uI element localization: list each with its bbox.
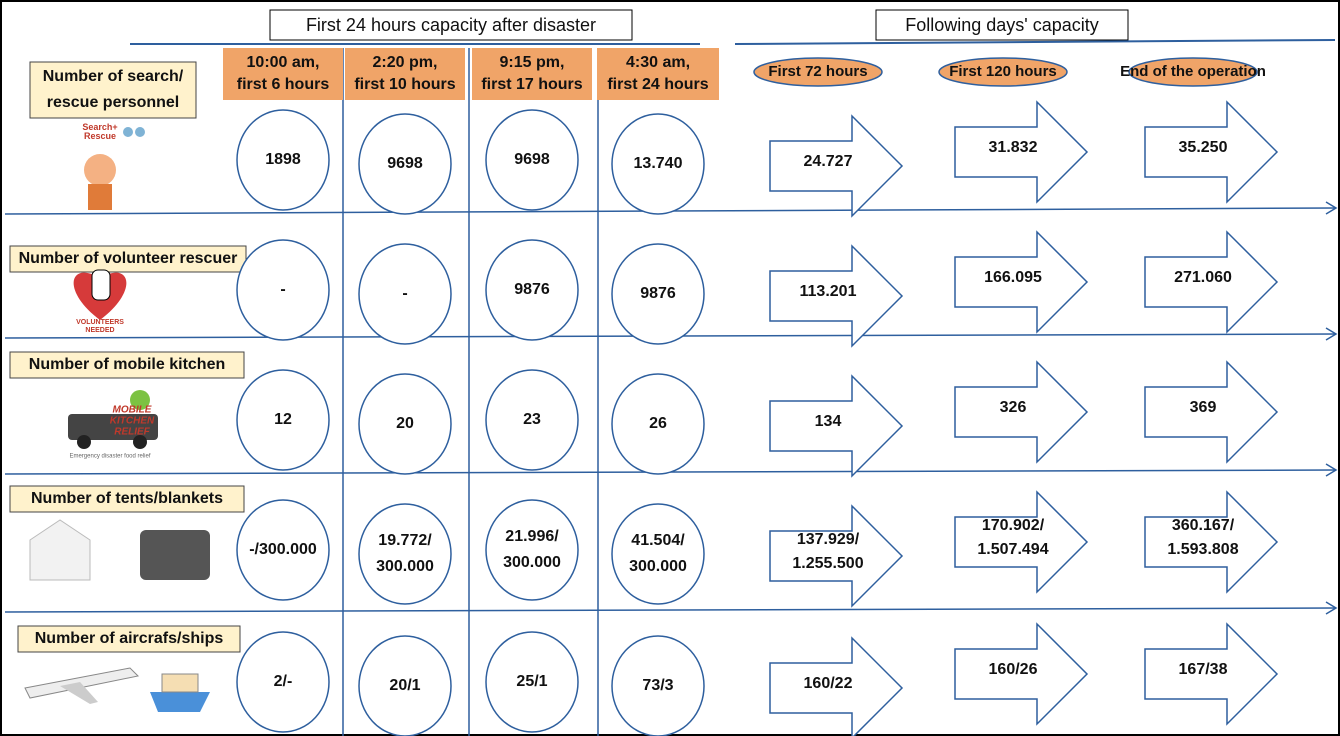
- capacity-circle: [359, 504, 451, 604]
- capacity-value: 1.507.494: [977, 541, 1048, 558]
- icon-text: Rescue: [84, 131, 116, 141]
- infographic: First 24 hours capacity after disaster F…: [0, 0, 1340, 736]
- icon-text: VOLUNTEERS: [76, 319, 124, 326]
- row-label: Number of mobile kitchen: [29, 356, 225, 373]
- icon: [162, 674, 198, 692]
- icon-text: MOBILE: [113, 405, 152, 416]
- capacity-value: 24.727: [804, 153, 853, 170]
- capacity-value: 25/1: [516, 673, 547, 690]
- capacity-value: 9698: [387, 155, 423, 172]
- row-label: Number of aircrafs/ships: [35, 630, 224, 647]
- icon: [92, 270, 110, 300]
- capacity-value: -: [280, 281, 285, 298]
- capacity-value: 167/38: [1179, 661, 1228, 678]
- capacity-value: 300.000: [376, 558, 434, 575]
- icon: [140, 530, 210, 580]
- capacity-value: 360.167/: [1172, 517, 1235, 534]
- icon: [77, 435, 91, 449]
- capacity-value: 326: [1000, 399, 1027, 416]
- capacity-value: 19.772/: [378, 532, 432, 549]
- icon-text: RELIEF: [114, 427, 150, 438]
- icon-text: Emergency disaster food relief: [69, 454, 150, 460]
- icon: [123, 127, 133, 137]
- capacity-value: 369: [1190, 399, 1217, 416]
- header-rule: [735, 40, 1335, 44]
- capacity-value: 2/-: [274, 673, 293, 690]
- capacity-value: 1.593.808: [1167, 541, 1238, 558]
- day-header-text: First 120 hours: [949, 63, 1057, 80]
- icon: [84, 154, 116, 186]
- capacity-value: 21.996/: [505, 528, 559, 545]
- capacity-value: -: [402, 285, 407, 302]
- time-header-text: 4:30 am,: [626, 54, 690, 71]
- capacity-value: 12: [274, 411, 292, 428]
- capacity-value: 13.740: [634, 155, 683, 172]
- capacity-circle: [486, 500, 578, 600]
- icon-text: KITCHEN: [110, 416, 155, 427]
- capacity-value: 26: [649, 415, 667, 432]
- capacity-value: 9698: [514, 151, 550, 168]
- capacity-value: 113.201: [800, 283, 857, 300]
- icon: [150, 692, 210, 712]
- capacity-value: 9876: [514, 281, 550, 298]
- header-title: Following days' capacity: [905, 15, 1099, 35]
- capacity-value: 20: [396, 415, 414, 432]
- day-header-text: End of the operation: [1120, 63, 1266, 80]
- capacity-value: 160/22: [804, 675, 853, 692]
- row-label: Number of search/: [43, 68, 184, 85]
- capacity-circle: [612, 504, 704, 604]
- capacity-value: 73/3: [642, 677, 673, 694]
- capacity-value: 31.832: [989, 139, 1038, 156]
- time-header-text: first 24 hours: [607, 76, 708, 93]
- header-title: First 24 hours capacity after disaster: [306, 15, 596, 35]
- capacity-value: 1898: [265, 151, 301, 168]
- time-header-text: first 17 hours: [481, 76, 582, 93]
- icon: [88, 184, 112, 210]
- time-header-text: first 6 hours: [237, 76, 330, 93]
- time-header-text: 9:15 pm,: [500, 54, 565, 71]
- day-header-text: First 72 hours: [768, 63, 867, 80]
- time-header-text: first 10 hours: [354, 76, 455, 93]
- time-header-text: 2:20 pm,: [373, 54, 438, 71]
- capacity-value: 271.060: [1174, 269, 1232, 286]
- capacity-value: 41.504/: [631, 532, 685, 549]
- icon-text: NEEDED: [85, 327, 114, 334]
- row-label: rescue personnel: [47, 94, 180, 111]
- capacity-value: 137.929/: [797, 531, 860, 548]
- capacity-value: 1.255.500: [792, 555, 863, 572]
- time-header-text: 10:00 am,: [247, 54, 320, 71]
- capacity-value: 300.000: [629, 558, 687, 575]
- capacity-value: -/300.000: [249, 541, 317, 558]
- capacity-value: 20/1: [389, 677, 420, 694]
- capacity-value: 170.902/: [982, 517, 1045, 534]
- row-label: Number of tents/blankets: [31, 490, 223, 507]
- capacity-value: 9876: [640, 285, 676, 302]
- row-label: Number of volunteer rescuer: [19, 250, 238, 267]
- capacity-value: 23: [523, 411, 541, 428]
- capacity-value: 35.250: [1179, 139, 1228, 156]
- capacity-value: 134: [815, 413, 842, 430]
- capacity-value: 166.095: [984, 269, 1042, 286]
- icon: [30, 520, 90, 580]
- icon: [135, 127, 145, 137]
- capacity-value: 300.000: [503, 554, 561, 571]
- capacity-value: 160/26: [989, 661, 1038, 678]
